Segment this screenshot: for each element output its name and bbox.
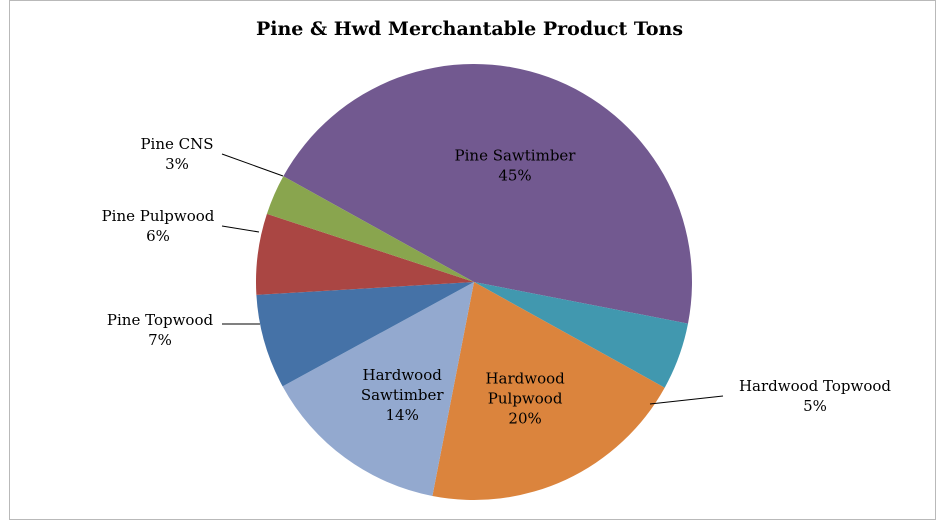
data-label-hardwood-sawtimber: Hardwood Sawtimber 14% — [361, 366, 445, 424]
pie-slice-hardwood-pulpwood — [432, 282, 665, 500]
data-label-hardwood-pulpwood: Hardwood Pulpwood 20% — [485, 370, 565, 428]
data-label-pine-sawtimber: Pine Sawtimber 45% — [455, 146, 577, 184]
data-label-pine-topwood: Pine Topwood 7% — [107, 311, 214, 349]
pie-slice-pine-topwood — [256, 282, 474, 387]
chart-title: Pine & Hwd Merchantable Product Tons — [255, 18, 684, 40]
pie-slice-hardwood-topwood — [474, 282, 688, 388]
data-label-pine-pulpwood: Pine Pulpwood 6% — [102, 207, 215, 245]
data-label-hardwood-topwood: Hardwood Topwood 5% — [739, 377, 891, 415]
pie-slice-hardwood-sawtimber — [282, 282, 474, 496]
pie-slice-pine-sawtimber — [283, 64, 692, 324]
leader-line-pine-cns — [221, 153, 284, 177]
data-label-pine-cns: Pine CNS 3% — [140, 135, 213, 173]
pie-slice-pine-cns — [266, 176, 474, 282]
leader-line-hardwood-topwood — [649, 395, 724, 405]
pie-slice-pine-pulpwood — [255, 213, 474, 295]
leader-line-pine-pulpwood — [221, 225, 260, 233]
